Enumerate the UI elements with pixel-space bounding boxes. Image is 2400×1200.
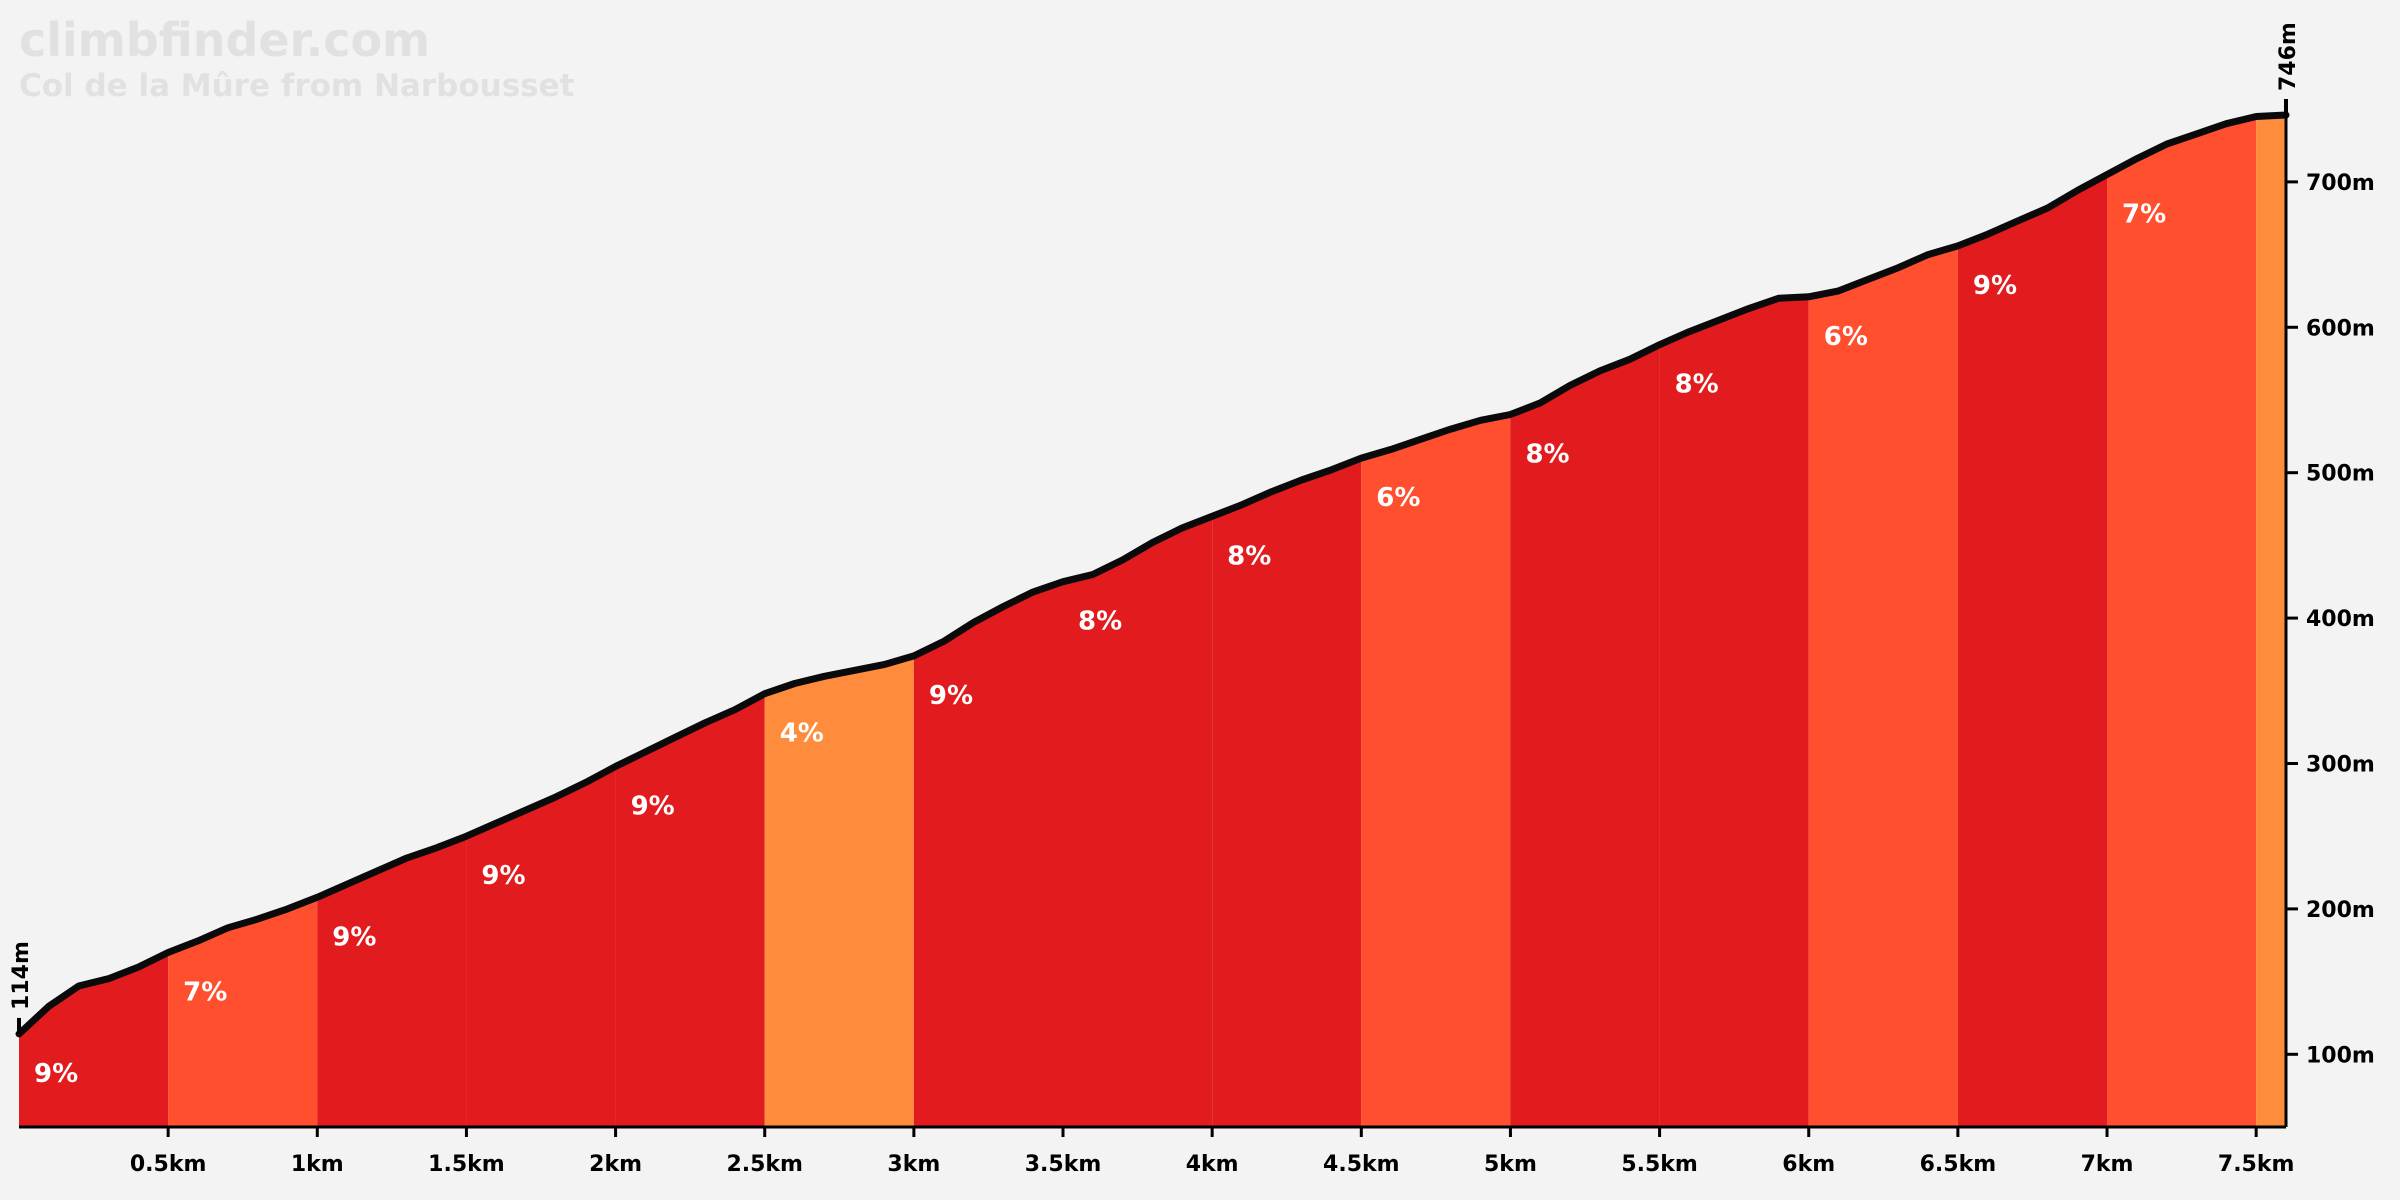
x-tick-label: 6.5km: [1920, 1152, 1997, 1177]
x-tick-label: 6km: [1782, 1152, 1835, 1177]
grade-label: 4%: [780, 719, 824, 749]
x-axis: 0.5km 1km 1.5km 2km 2.5km 3km 3.5km 4km 4.5km 5km…: [19, 1125, 2295, 1177]
grade-segment: [1659, 296, 1809, 1127]
y-tick-label: 500m: [2306, 462, 2375, 487]
grade-segment: [1212, 458, 1362, 1127]
grade-segment: [168, 897, 318, 1127]
grade-segment: [2107, 116, 2257, 1127]
grade-label: 6%: [1376, 483, 1420, 513]
grade-label: 9%: [34, 1059, 78, 1089]
y-axis: 100m 200m 300m 400m 500m 600m 700m: [2284, 115, 2375, 1127]
grade-label: 9%: [631, 791, 675, 821]
site-watermark: climbfinder.com: [19, 13, 430, 67]
grade-label: 8%: [1227, 541, 1271, 571]
y-tick-label: 200m: [2306, 898, 2375, 923]
x-tick-label: 4km: [1186, 1152, 1239, 1177]
x-tick-label: 5km: [1484, 1152, 1537, 1177]
end-elevation-label: 746m: [2276, 22, 2301, 91]
grade-label: 7%: [2122, 200, 2166, 230]
grade-segment: [19, 952, 169, 1127]
climb-name: Col de la Mûre from Narbousset: [19, 68, 575, 104]
grade-segment: [615, 693, 765, 1127]
grade-label: 9%: [332, 922, 376, 952]
x-tick-label: 7.5km: [2218, 1152, 2295, 1177]
grade-label: 7%: [183, 978, 227, 1008]
x-tick-label: 2km: [589, 1152, 642, 1177]
x-tick-label: 4.5km: [1323, 1152, 1400, 1177]
x-tick-label: 7km: [2081, 1152, 2134, 1177]
grade-label: 9%: [481, 861, 525, 891]
grade-label: 6%: [1824, 322, 1868, 352]
grade-segments: [19, 115, 2286, 1128]
y-tick-label: 600m: [2306, 316, 2375, 341]
end-elevation-marker: 746m: [2276, 22, 2301, 115]
grade-label: 9%: [929, 681, 973, 711]
grade-segment: [2256, 115, 2286, 1127]
grade-segment: [1510, 344, 1660, 1128]
grade-segment: [1808, 245, 1958, 1128]
x-tick-label: 2.5km: [726, 1152, 803, 1177]
x-tick-label: 3.5km: [1025, 1152, 1102, 1177]
grade-segment: [1957, 174, 2108, 1128]
grade-segment: [764, 655, 914, 1127]
grade-segment: [317, 836, 467, 1127]
y-tick-label: 100m: [2306, 1043, 2375, 1068]
grade-segment: [913, 581, 1064, 1127]
grade-label: 8%: [1675, 370, 1719, 400]
x-tick-label: 3km: [887, 1152, 940, 1177]
x-tick-label: 1km: [291, 1152, 344, 1177]
grade-segment: [1361, 414, 1511, 1127]
x-tick-label: 5.5km: [1621, 1152, 1698, 1177]
x-tick-label: 0.5km: [130, 1152, 207, 1177]
y-tick-label: 300m: [2306, 752, 2375, 777]
grade-label: 8%: [1078, 607, 1122, 637]
grade-label: 9%: [1973, 271, 2017, 301]
start-elevation-marker: 114m: [9, 941, 34, 1034]
start-elevation-label: 114m: [9, 941, 34, 1010]
y-tick-label: 400m: [2306, 607, 2375, 632]
grade-segment: [466, 766, 616, 1127]
grade-segment: [1063, 516, 1213, 1127]
grade-labels: 9% 7% 9% 9% 9% 4% 9% 8% 8% 6% 8% 8% 6% 9% 7%: [34, 200, 2166, 1089]
grade-label: 8%: [1525, 440, 1569, 470]
y-tick-label: 700m: [2306, 171, 2375, 196]
x-tick-label: 1.5km: [428, 1152, 505, 1177]
profile-line: [15, 111, 2290, 1038]
